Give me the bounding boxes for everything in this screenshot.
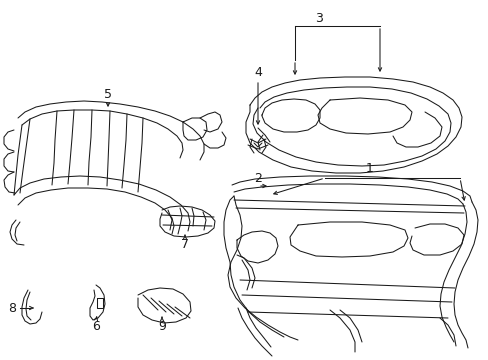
Text: 9: 9 xyxy=(158,320,165,333)
Text: 5: 5 xyxy=(104,87,112,100)
Text: 3: 3 xyxy=(314,12,322,24)
Text: 8: 8 xyxy=(8,302,16,315)
Text: 2: 2 xyxy=(254,171,262,185)
Text: 6: 6 xyxy=(92,320,100,333)
Text: 4: 4 xyxy=(254,66,262,78)
Text: 7: 7 xyxy=(181,238,189,251)
Text: 1: 1 xyxy=(366,162,373,175)
